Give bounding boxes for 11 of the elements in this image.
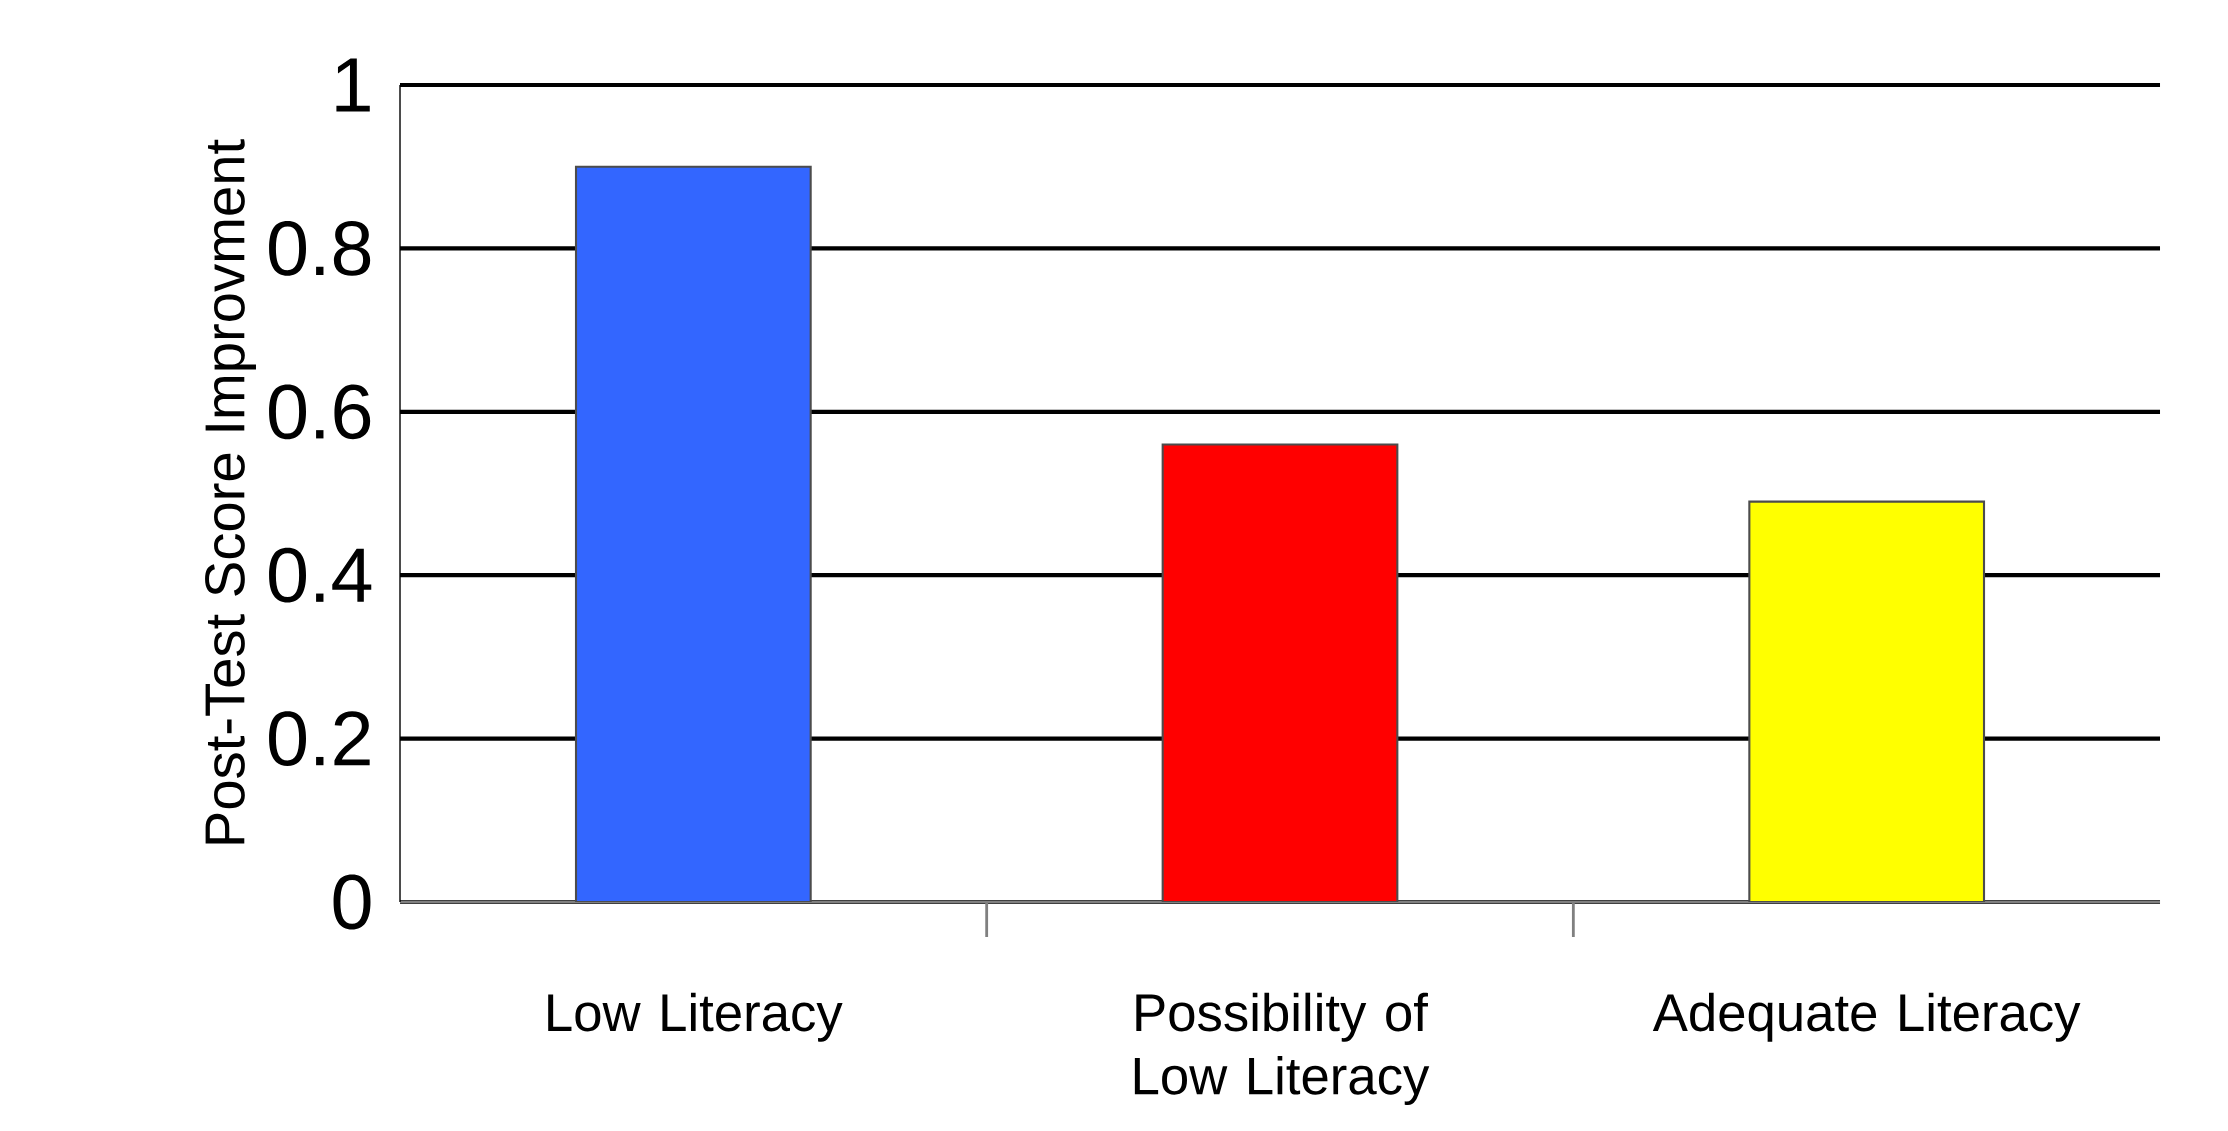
y-tick-label: 0.8 — [269, 221, 371, 276]
y-tick-label: 1 — [336, 58, 370, 112]
y-tick-label: 0 — [333, 874, 371, 930]
bar — [1161, 443, 1399, 902]
y-tick-label: 0.4 — [269, 547, 372, 603]
y-tick-label: 0.2 — [269, 711, 370, 766]
y-tick-label: 0.6 — [269, 384, 371, 440]
x-tick-label: Adequate Literacy — [1652, 992, 2081, 1042]
x-tick-label: Low Literacy — [548, 992, 843, 1042]
x-tick-label: Possibility of Low Literacy — [1134, 992, 1430, 1106]
y-axis-title: Post-Test Score Improvment — [205, 139, 256, 844]
